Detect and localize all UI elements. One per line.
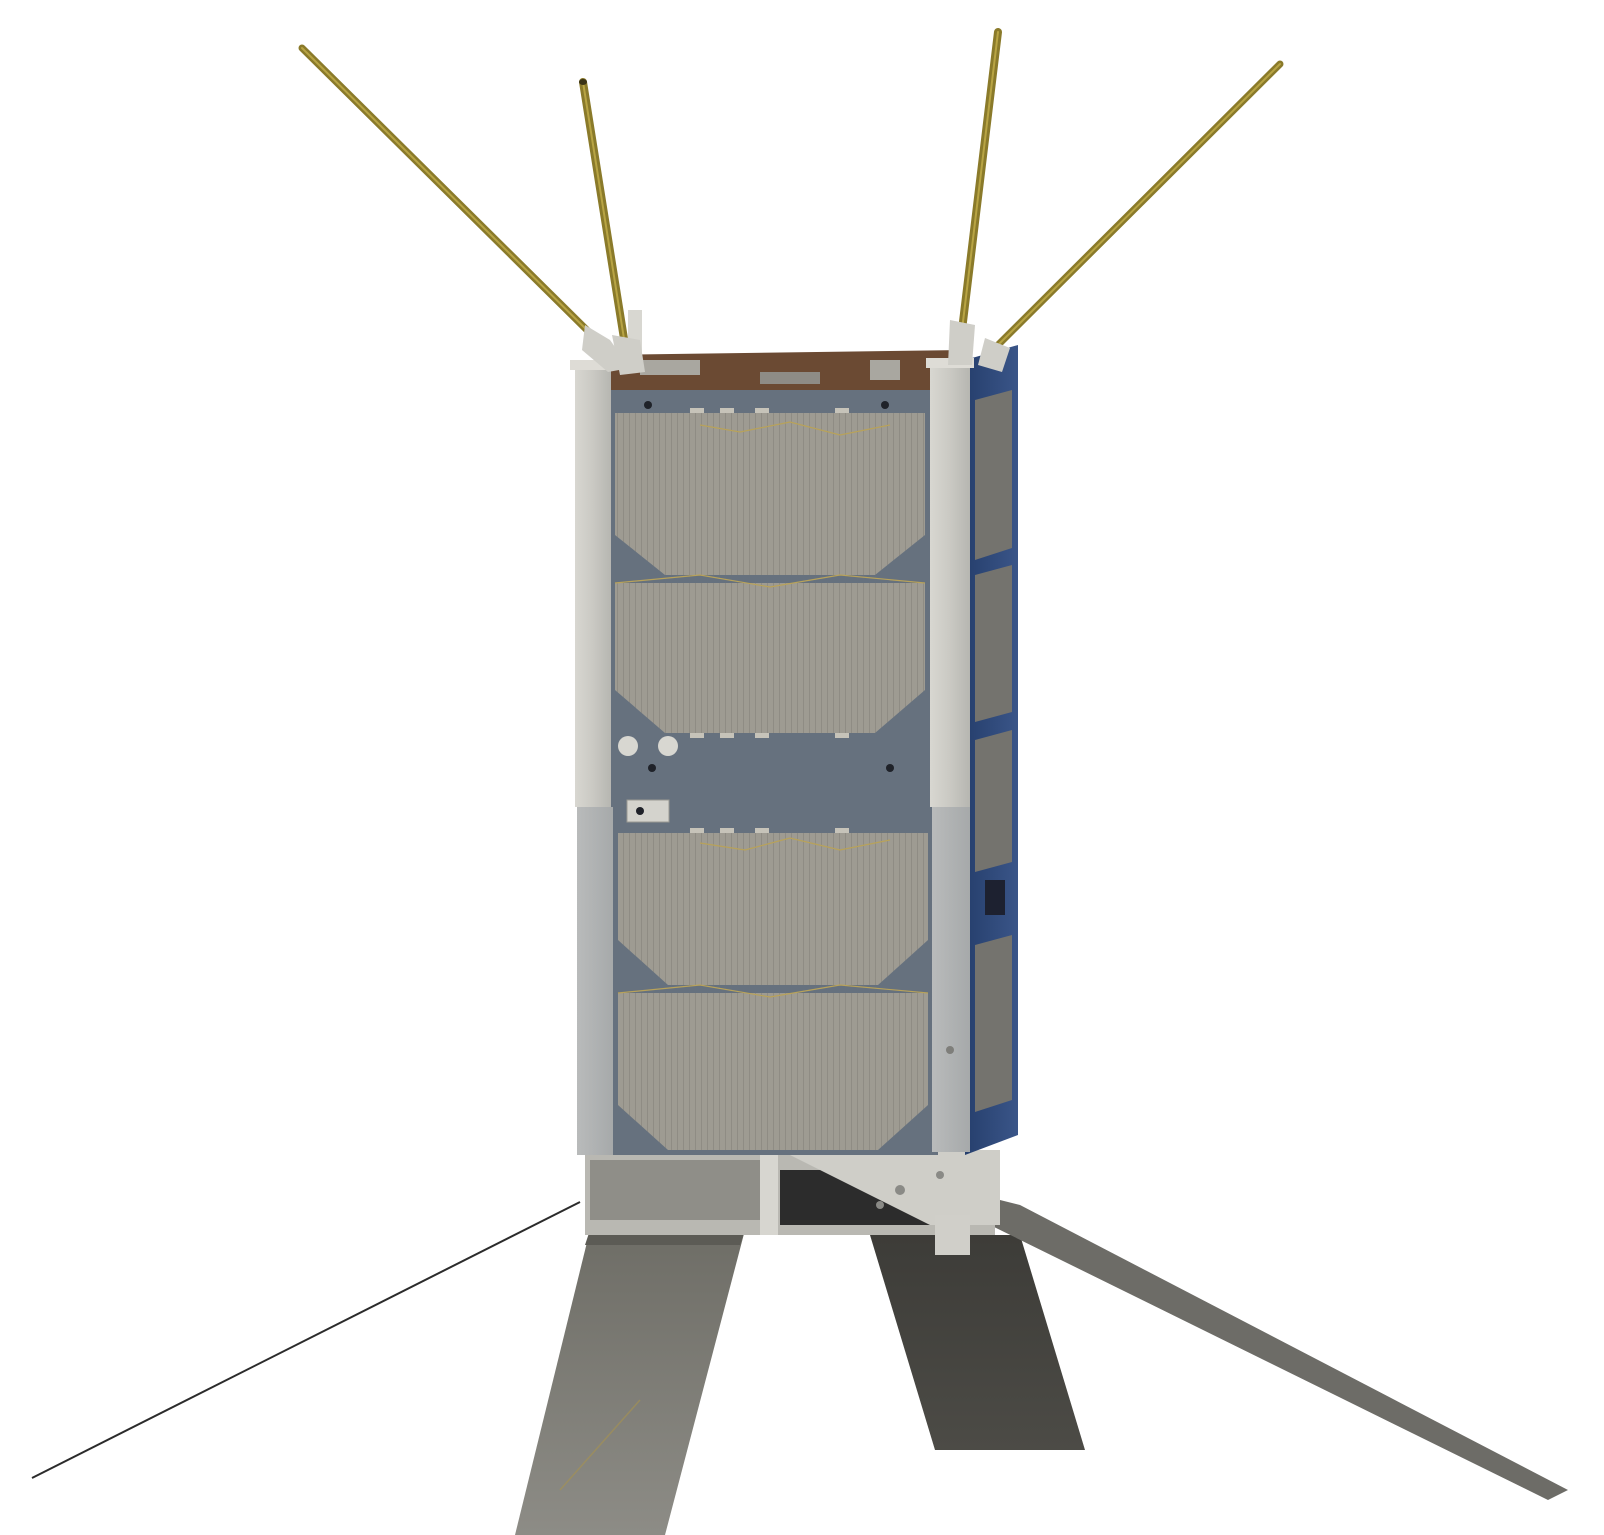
solar-cell-block-1: [615, 413, 925, 575]
bottom-mechanism: [585, 1150, 1000, 1255]
rbf-pin: [618, 736, 638, 756]
wing-left-panel: [515, 1230, 745, 1535]
solar-cell-block-4: [618, 993, 928, 1150]
solar-cell-block-2: [615, 583, 925, 733]
solar-array-front: [614, 408, 929, 1150]
mount-hole: [648, 764, 656, 772]
wing-right-panel: [870, 1235, 1085, 1450]
deployed-wings: [515, 1195, 1568, 1535]
side-cell-4: [975, 935, 1012, 1112]
antenna-hinge: [948, 320, 975, 365]
side-panel-right: [965, 345, 1018, 1155]
rail-right-upper: [930, 362, 970, 807]
panel-features: [618, 401, 894, 823]
antenna-hinge: [612, 335, 645, 375]
side-port: [985, 880, 1005, 915]
rail-left-lower: [577, 807, 613, 1155]
wing-left-trace: [559, 1399, 641, 1491]
mount-hole: [881, 401, 889, 409]
side-cell-1: [975, 390, 1012, 560]
antenna-hinge: [978, 338, 1010, 372]
mount-hole: [644, 401, 652, 409]
solar-cell-block-3: [618, 833, 928, 985]
left-tether-wire: [31, 1201, 581, 1479]
rail-right-lower: [932, 807, 970, 1152]
side-cell-3: [975, 730, 1012, 872]
access-port: [626, 799, 670, 823]
antennas: [298, 28, 1284, 375]
frame-rails: [570, 358, 974, 1155]
top-deck: [600, 310, 965, 395]
rail-left-upper: [575, 362, 611, 807]
side-cell-2: [975, 565, 1012, 722]
right-boom-arm: [980, 1195, 1568, 1500]
access-port-hole: [636, 807, 644, 815]
rbf-pin: [658, 736, 678, 756]
mount-hole: [886, 764, 894, 772]
